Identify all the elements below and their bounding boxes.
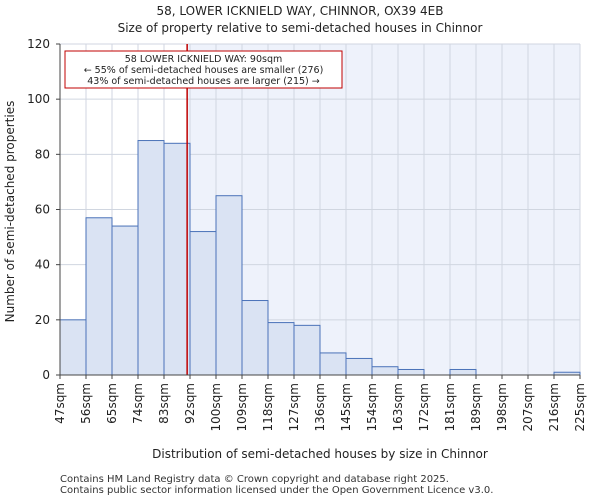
histogram-bar [137, 140, 165, 376]
x-tick-label: 65sqm [105, 383, 119, 424]
x-tick-label: 225sqm [573, 383, 587, 431]
y-tick-label: 120 [27, 37, 50, 51]
histogram-bar [293, 324, 321, 376]
histogram-bar [163, 142, 191, 376]
annotation-smaller: ← 55% of semi-detached houses are smalle… [84, 65, 324, 76]
y-tick-label: 0 [42, 368, 50, 382]
x-tick-label: 145sqm [339, 383, 353, 431]
y-tick-label: 80 [35, 147, 50, 161]
annotation-larger: 43% of semi-detached houses are larger (… [87, 76, 320, 87]
histogram-bar [59, 319, 87, 376]
x-tick-label: 47sqm [53, 383, 67, 424]
x-tick-label: 74sqm [131, 383, 145, 424]
histogram-bar [397, 368, 425, 376]
y-axis-title: Number of semi-detached properties [3, 101, 17, 323]
histogram-bar [85, 217, 113, 376]
x-tick-label: 207sqm [521, 383, 535, 431]
x-tick-label: 136sqm [313, 383, 327, 431]
x-tick-label: 198sqm [495, 383, 509, 431]
footer-line-1: Contains HM Land Registry data © Crown c… [60, 474, 449, 485]
x-tick-label: 163sqm [391, 383, 405, 431]
y-tick-label: 100 [27, 92, 50, 106]
x-tick-label: 100sqm [209, 383, 223, 431]
chart-subtitle: Size of property relative to semi-detach… [117, 21, 483, 35]
histogram-bar [449, 368, 477, 376]
x-tick-label: 109sqm [235, 383, 249, 431]
histogram-bar [267, 322, 295, 376]
histogram-bar [371, 366, 399, 376]
y-tick-label: 20 [35, 313, 50, 327]
x-tick-label: 127sqm [287, 383, 301, 431]
x-tick-label: 216sqm [547, 383, 561, 431]
histogram-bar [345, 357, 373, 376]
x-tick-label: 92sqm [183, 383, 197, 424]
x-tick-label: 154sqm [365, 383, 379, 431]
x-tick-label: 118sqm [261, 383, 275, 431]
y-tick-label: 40 [35, 258, 50, 272]
histogram-bar [215, 195, 243, 376]
histogram-bar [111, 225, 139, 376]
footer-line-2: Contains public sector information licen… [60, 485, 494, 496]
annotation-box [64, 50, 343, 89]
histogram-bar [241, 300, 269, 376]
x-tick-label: 56sqm [79, 383, 93, 424]
x-tick-label: 172sqm [417, 383, 431, 431]
x-tick-label: 83sqm [157, 383, 171, 424]
histogram-bar [319, 352, 347, 376]
chart-title: 58, LOWER ICKNIELD WAY, CHINNOR, OX39 4E… [156, 4, 444, 18]
x-tick-label: 189sqm [469, 383, 483, 431]
y-tick-label: 60 [35, 203, 50, 217]
annotation-title: 58 LOWER ICKNIELD WAY: 90sqm [125, 54, 282, 65]
x-tick-label: 181sqm [443, 383, 457, 431]
x-axis-title: Distribution of semi-detached houses by … [152, 447, 488, 461]
histogram-bar [189, 231, 217, 376]
